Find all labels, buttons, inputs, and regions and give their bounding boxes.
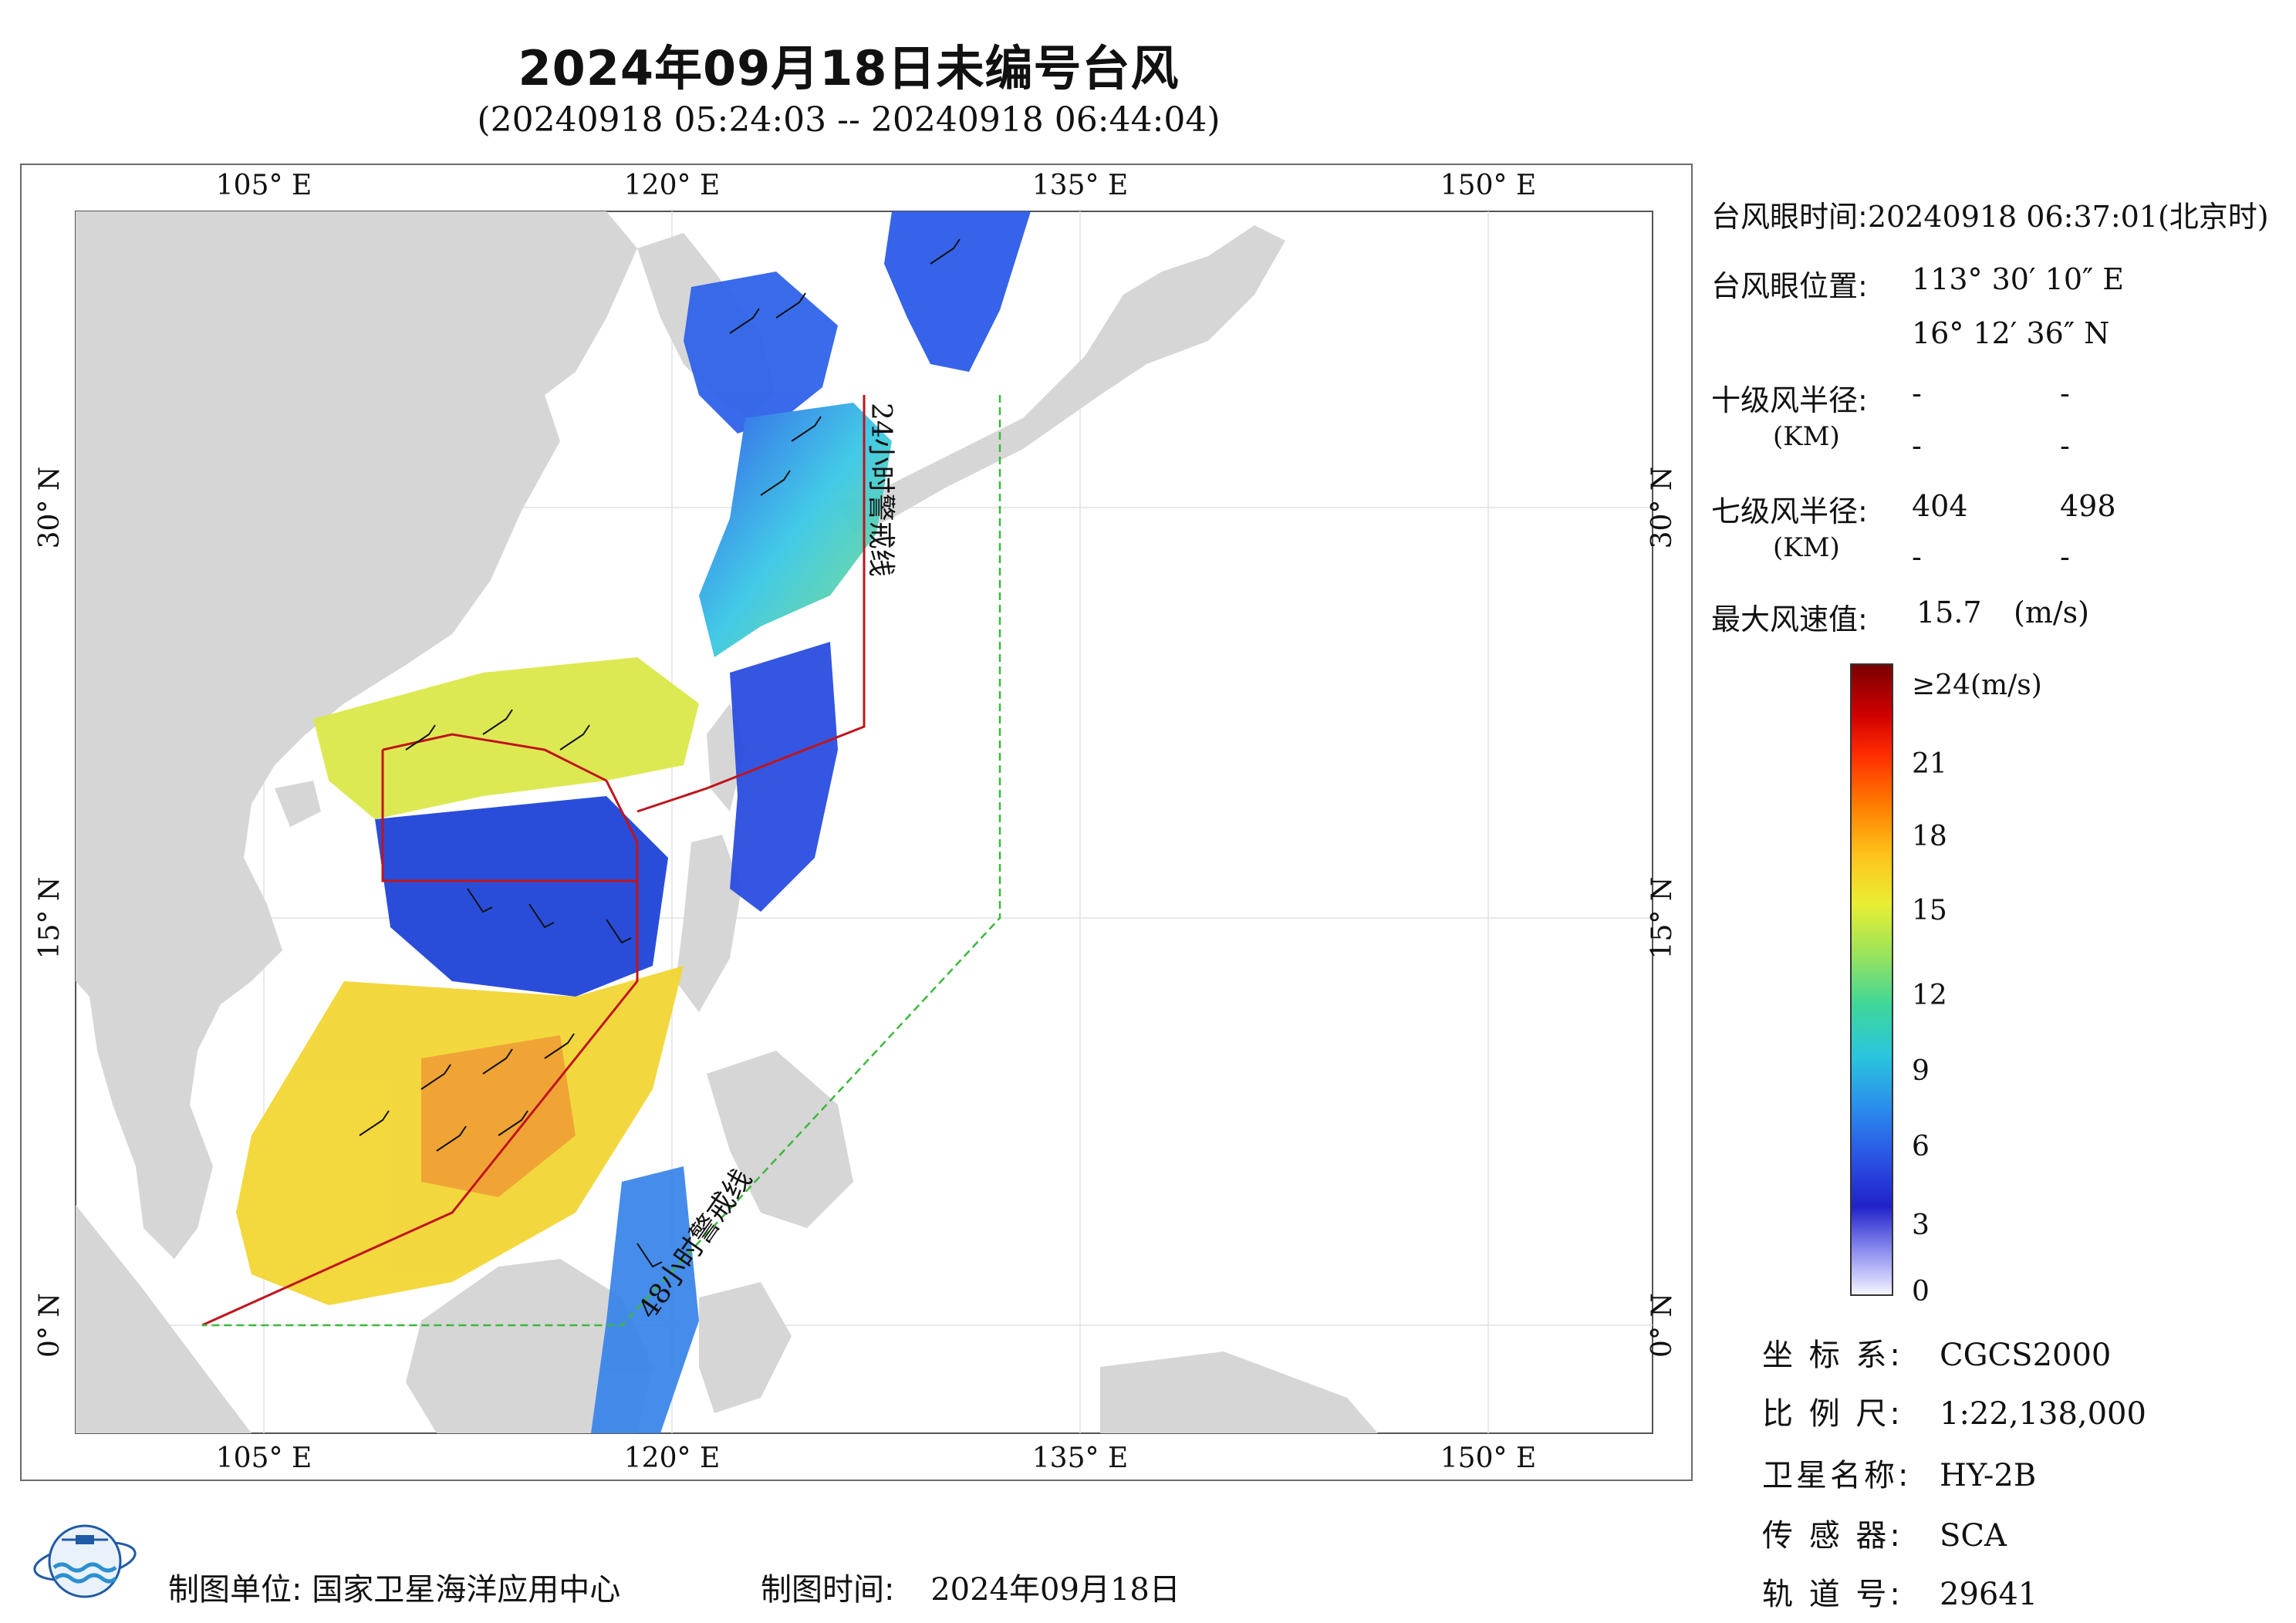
r7-unit: (KM) (1773, 532, 1840, 563)
warning-line-48h (202, 395, 1001, 1327)
scale-row: 比 例 尺: 1:22,138,000 (1762, 1388, 2146, 1433)
max-wind-unit: (m/s) (2014, 596, 2089, 629)
top-tick-105: 105° E (216, 170, 312, 201)
colorbar (1850, 663, 1893, 1296)
borneo (406, 1259, 653, 1433)
bottom-tick-105: 105° E (216, 1442, 312, 1474)
left-tick-30n: 30° N (34, 467, 66, 549)
asia-mainland (76, 211, 637, 1259)
max-wind-label: 最大风速值: (1711, 602, 1868, 636)
eye-lon: 113° 30′ 10″ E (1912, 262, 2125, 296)
right-tick-0n: 0° N (1646, 1293, 1678, 1358)
sensor-label: 传 感 器: (1762, 1518, 1903, 1554)
top-tick-120: 120° E (624, 170, 720, 201)
left-tick-15n: 15° N (34, 877, 66, 960)
swath-central (699, 403, 892, 657)
colorbar-tick-9: 9 (1912, 1055, 1930, 1087)
swath-north-east (884, 211, 1031, 372)
date-row: 制图时间: 2024年09月18日 (761, 1564, 1180, 1609)
orbit-value: 29641 (1940, 1577, 2038, 1612)
org-row: 制图单位: 国家卫星海洋应用中心 (168, 1564, 620, 1609)
map-title: 2024年09月18日未编号台风 (518, 40, 1180, 96)
philippine-south (707, 1051, 853, 1228)
max-wind-row: 最大风速值: (1711, 596, 1868, 638)
date-value: 2024年09月18日 (930, 1572, 1180, 1608)
r10-value-3: - (1912, 429, 1922, 463)
swath-north (684, 272, 838, 434)
scale-value: 1:22,138,000 (1940, 1396, 2146, 1432)
wind-map[interactable]: 24小时警戒线 48小时警戒线 105° E 120° E 135° E 150… (20, 164, 1693, 1481)
eye-time-value: 20240918 06:37:01(北京时) (1867, 200, 2269, 234)
swath-east-blue (730, 642, 838, 912)
date-label: 制图时间: (761, 1572, 895, 1608)
map-subtitle: (20240918 05:24:03 -- 20240918 06:44:04) (477, 100, 1221, 140)
r10-value-2: - (2060, 376, 2070, 410)
warning-24h-label: 24小时警戒线 (865, 403, 896, 577)
sensor-value: SCA (1940, 1518, 2007, 1554)
warning-line-24h (201, 395, 866, 1327)
satellite-row: 卫星名称: HY-2B (1762, 1450, 2036, 1495)
eye-pos-label: 台风眼位置: (1711, 269, 1868, 303)
colorbar-top-label: ≥24(m/s) (1912, 670, 2042, 701)
r7-value-1: 404 (1912, 489, 1968, 523)
luzon (676, 835, 741, 1012)
scale-label: 比 例 尺: (1762, 1396, 1903, 1432)
r10-unit: (KM) (1773, 421, 1840, 452)
r7-value-3: - (1912, 540, 1922, 574)
sumatra (76, 1205, 252, 1433)
colorbar-tick-21: 21 (1912, 748, 1947, 780)
crs-label: 坐 标 系: (1762, 1338, 1903, 1373)
eye-time-label: 台风眼时间: (1711, 200, 1868, 234)
satellite-value: HY-2B (1940, 1458, 2037, 1493)
right-tick-15n: 15° N (1646, 877, 1678, 960)
left-tick-0n: 0° N (34, 1293, 66, 1358)
org-value: 国家卫星海洋应用中心 (312, 1572, 621, 1608)
swath-scs-south-core (421, 1035, 576, 1197)
right-tick-30n: 30° N (1646, 467, 1678, 549)
nsoas-logo (33, 1524, 137, 1598)
crs-value: CGCS2000 (1940, 1338, 2112, 1373)
sulawesi (699, 1282, 792, 1413)
r10-value-1: - (1912, 376, 1922, 410)
colorbar-tick-18: 18 (1912, 821, 1947, 852)
r10-label: 十级风半径: (1711, 383, 1868, 417)
wind-barbs (359, 238, 961, 1268)
colorbar-tick-15: 15 (1912, 895, 1947, 926)
eye-pos-row: 台风眼位置: (1711, 262, 1868, 305)
r7-label: 七级风半径: (1711, 494, 1868, 528)
map-frame (20, 164, 1693, 1481)
swath-scs-eye (375, 796, 668, 997)
orbit-label: 轨 道 号: (1762, 1577, 1903, 1612)
crs-row: 坐 标 系: CGCS2000 (1762, 1330, 2111, 1375)
satellite-label: 卫星名称: (1762, 1458, 1912, 1493)
orbit-row: 轨 道 号: 29641 (1762, 1569, 2038, 1614)
bottom-tick-120: 120° E (624, 1442, 720, 1474)
eye-time-row: 台风眼时间:20240918 06:37:01(北京时) (1711, 193, 2269, 235)
colorbar-tick-3: 3 (1912, 1210, 1930, 1241)
japan (838, 225, 1285, 534)
colorbar-tick-6: 6 (1912, 1131, 1930, 1162)
eye-lat: 16° 12′ 36″ N (1912, 316, 2110, 350)
new-guinea (1100, 1351, 1378, 1433)
colorbar-tick-0: 0 (1912, 1276, 1930, 1308)
r7-value-4: - (2060, 540, 2070, 574)
top-tick-150: 150° E (1440, 170, 1536, 201)
colorbar-tick-12: 12 (1912, 980, 1947, 1011)
hainan (275, 781, 321, 827)
sensor-row: 传 感 器: SCA (1762, 1510, 2007, 1555)
r10-value-4: - (2060, 429, 2070, 463)
top-tick-135: 135° E (1032, 170, 1128, 201)
r7-value-2: 498 (2060, 489, 2116, 523)
bottom-tick-135: 135° E (1032, 1442, 1128, 1474)
org-label: 制图单位: (168, 1572, 302, 1608)
max-wind-value: 15.7 (1916, 596, 1982, 629)
bottom-tick-150: 150° E (1440, 1442, 1536, 1474)
